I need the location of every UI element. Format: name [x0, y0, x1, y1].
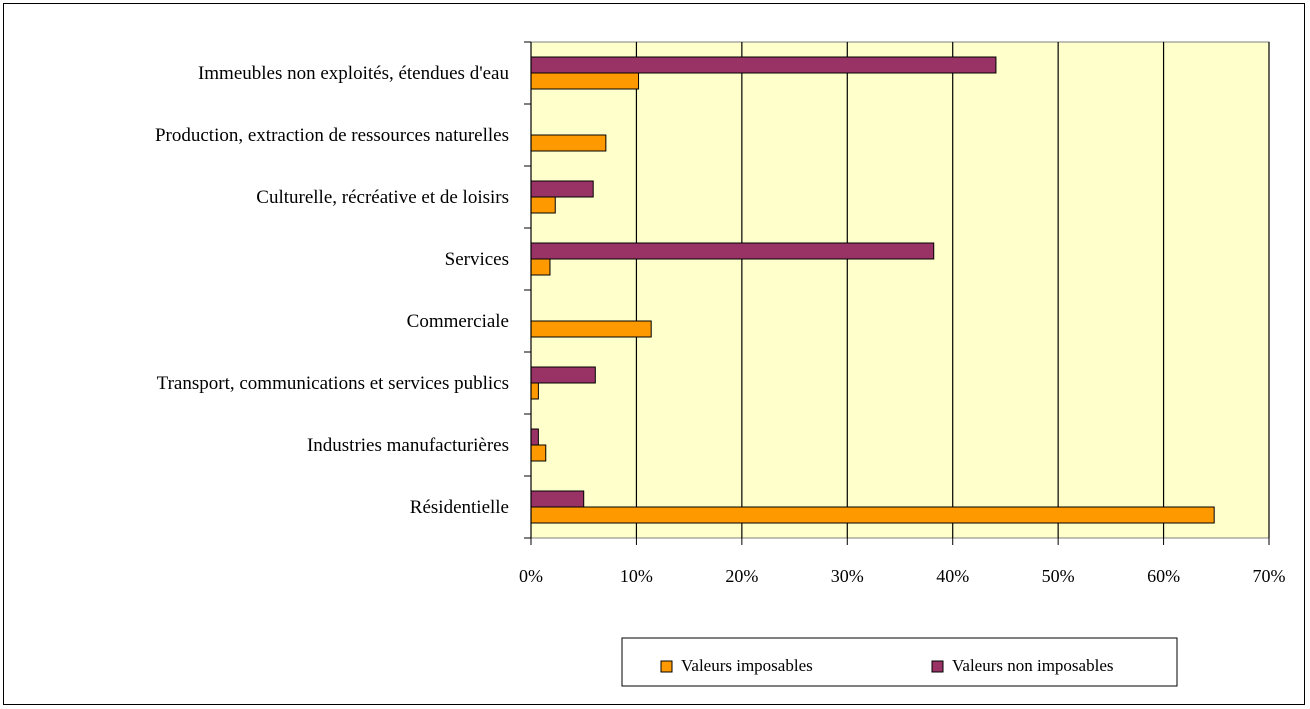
- gridlines: [635, 42, 1270, 538]
- category-label: Services: [445, 249, 509, 270]
- bar-taxable: [530, 134, 607, 152]
- bar-taxable: [530, 258, 551, 276]
- bar-nontaxable: [530, 242, 935, 260]
- legend: Valeurs imposables Valeurs non imposable…: [621, 637, 1178, 687]
- bar-taxable: [530, 382, 539, 400]
- plot-area: [530, 41, 1270, 539]
- bar-taxable: [530, 196, 556, 214]
- bar-taxable: [530, 320, 652, 338]
- legend-swatch-taxable: [660, 660, 673, 673]
- x-tick-label: 40%: [936, 566, 969, 586]
- category-label: Production, extraction de ressources nat…: [155, 125, 509, 146]
- category-label: Commerciale: [407, 311, 509, 332]
- bar-nontaxable: [530, 180, 594, 198]
- bar-nontaxable: [530, 366, 596, 384]
- x-tick-label: 10%: [620, 566, 653, 586]
- axes: [524, 41, 1270, 545]
- category-label: Transport, communications et services pu…: [157, 373, 509, 394]
- x-tick-label: 50%: [1042, 566, 1075, 586]
- legend-box: [621, 637, 1178, 687]
- bars: [530, 56, 1215, 524]
- category-label: Immeubles non exploités, étendues d'eau: [198, 63, 510, 84]
- x-tick-label: 20%: [725, 566, 758, 586]
- bar-taxable: [530, 72, 640, 90]
- category-label: Culturelle, récréative et de loisirs: [256, 187, 509, 208]
- x-tick-label: 70%: [1253, 566, 1286, 586]
- x-tick-labels: 0% 10% 20% 30% 40% 50% 60% 70%: [519, 566, 1286, 586]
- legend-label-nontaxable: Valeurs non imposables: [952, 656, 1113, 675]
- bar-taxable: [530, 444, 547, 462]
- category-label: Résidentielle: [410, 497, 509, 518]
- x-tick-label: 60%: [1147, 566, 1180, 586]
- bar-taxable: [530, 506, 1215, 524]
- bar-nontaxable: [530, 428, 539, 446]
- legend-swatch-nontaxable: [931, 660, 944, 673]
- legend-label-taxable: Valeurs imposables: [681, 656, 813, 675]
- bar-nontaxable: [530, 56, 997, 74]
- bar-nontaxable: [530, 490, 585, 508]
- category-label: Industries manufacturières: [307, 435, 509, 456]
- x-tick-label: 30%: [831, 566, 864, 586]
- x-tick-label: 0%: [519, 566, 543, 586]
- category-labels: Immeubles non exploités, étendues d'eau P…: [155, 63, 510, 518]
